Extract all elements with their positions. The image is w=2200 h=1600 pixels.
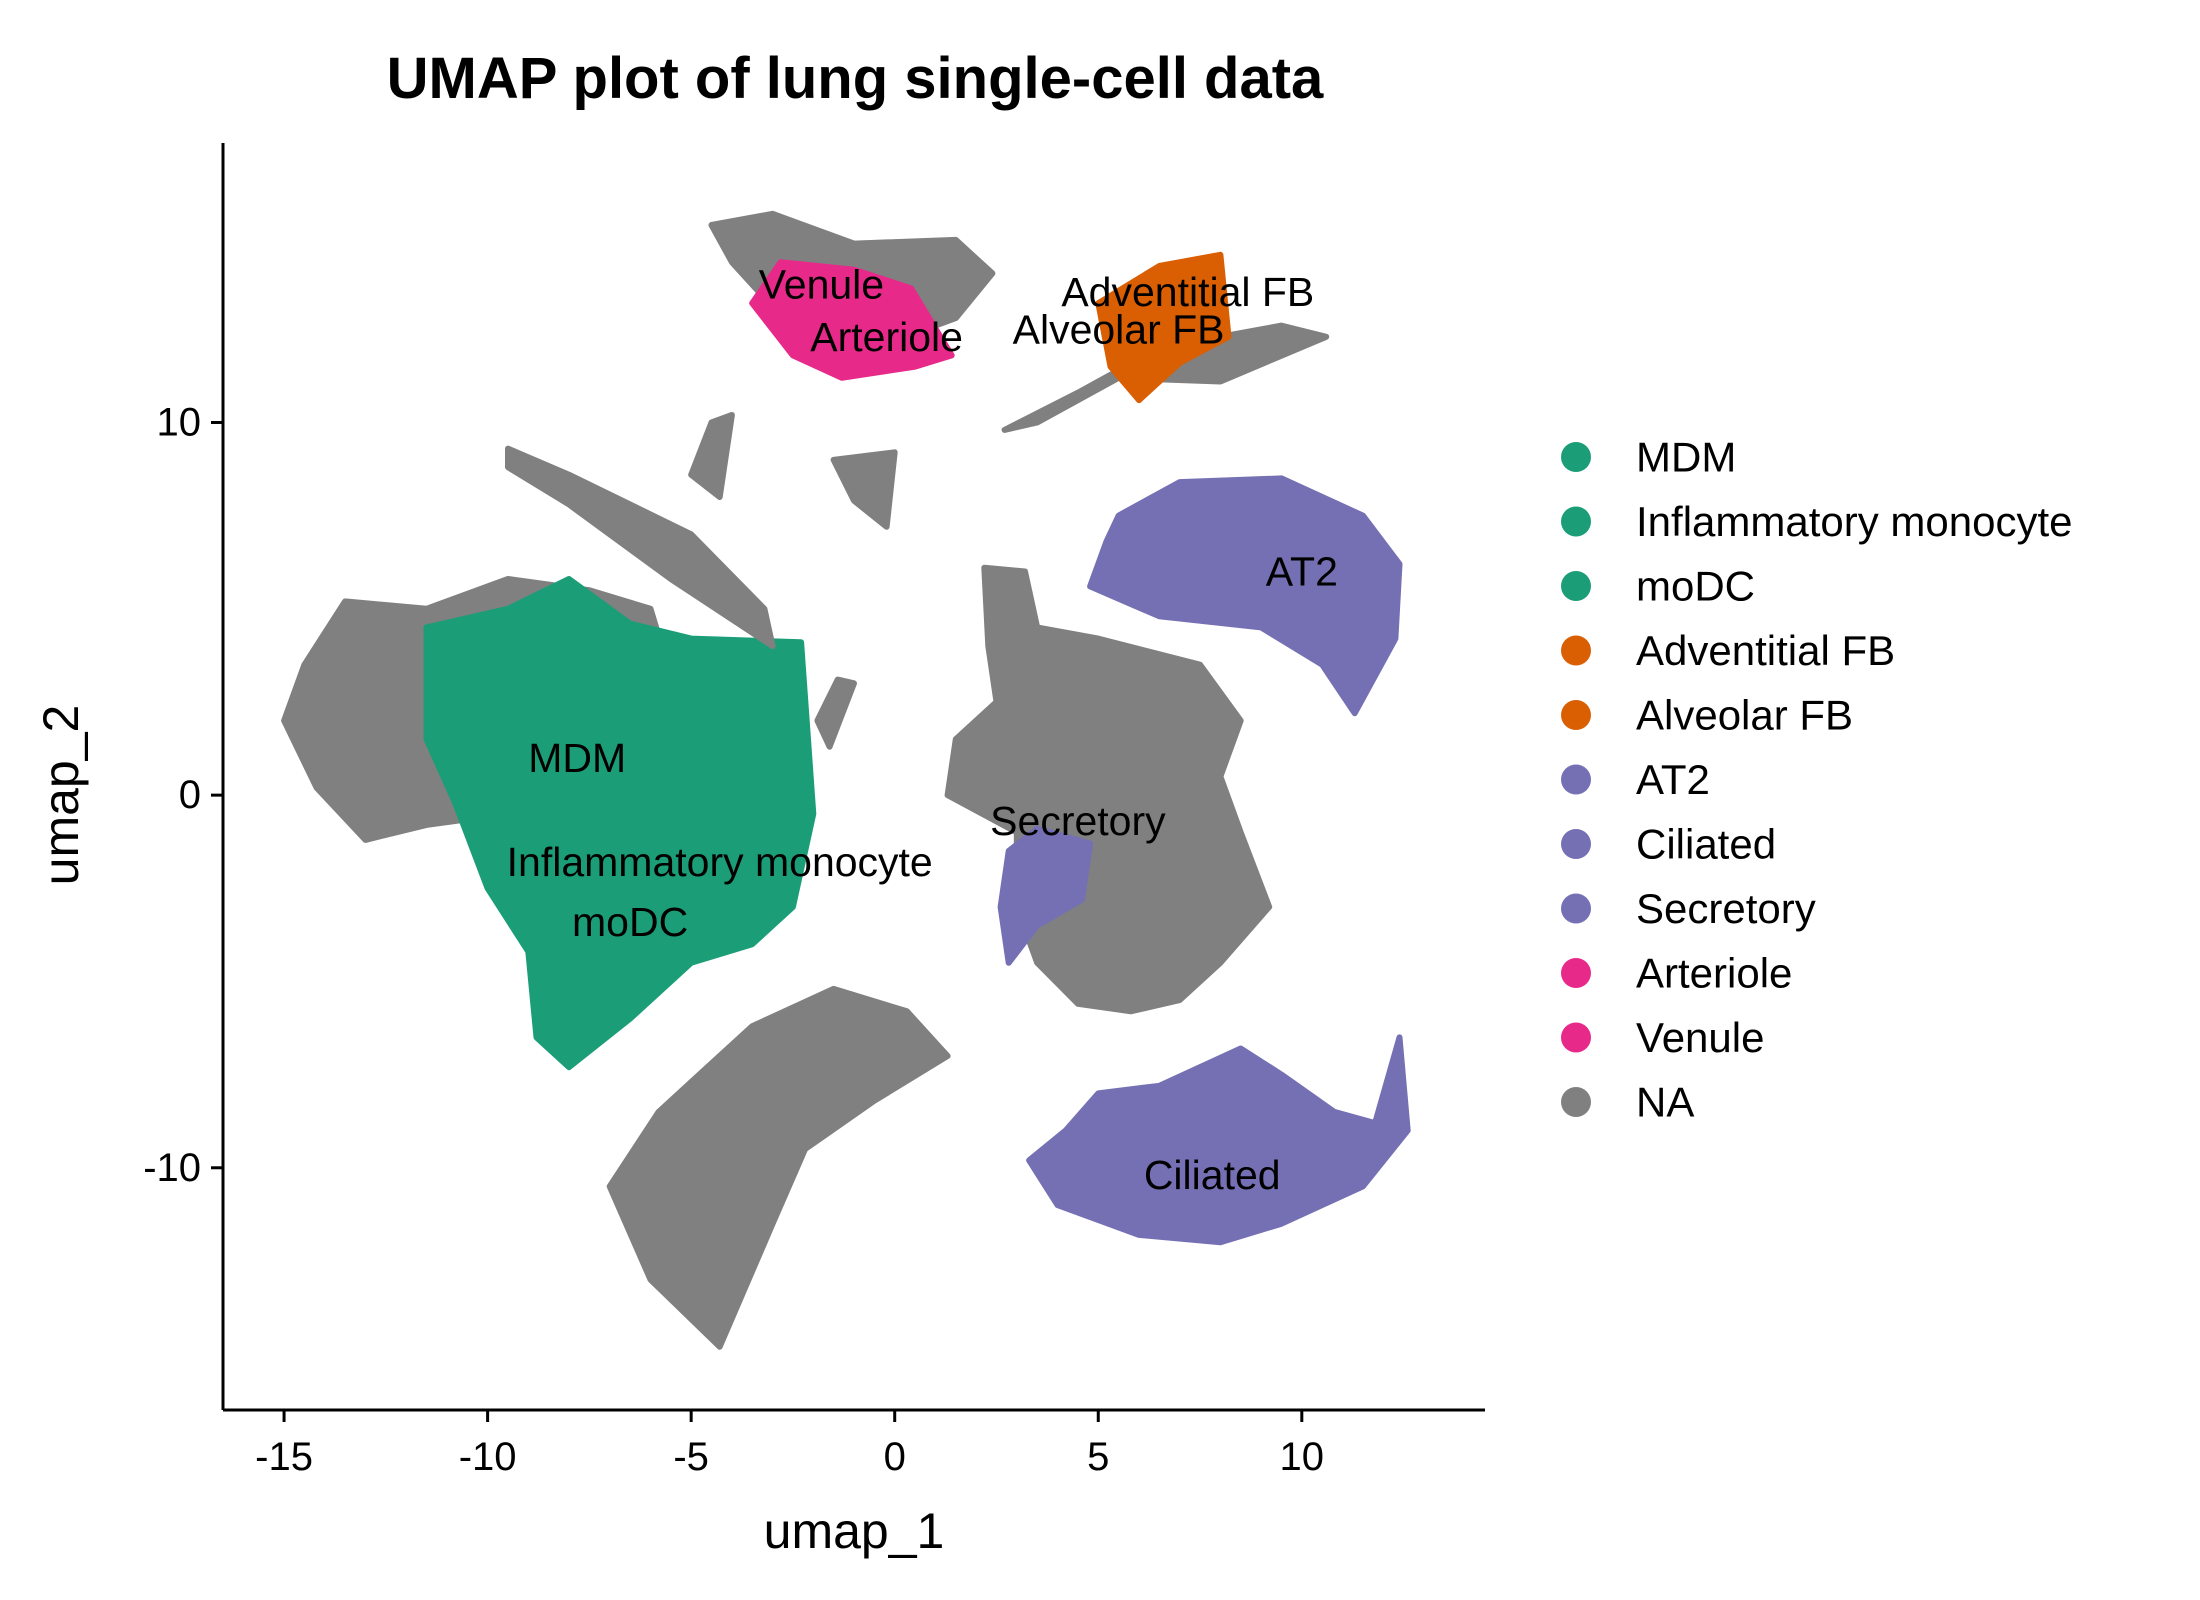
cluster-region-mdm	[423, 576, 817, 1071]
legend-label-modc: moDC	[1636, 563, 1755, 610]
legend-swatch-alveolar-fb	[1561, 700, 1591, 730]
cluster-label-modc: moDC	[572, 899, 688, 945]
legend-swatch-venule	[1561, 1022, 1591, 1053]
cluster-region-na	[944, 564, 1273, 1015]
cluster-label-secretory: Secretory	[990, 798, 1166, 844]
legend-label-adventitial-fb: Adventitial FB	[1636, 627, 1895, 674]
legend-label-secretory: Secretory	[1636, 885, 1816, 932]
legend-swatch-mdm	[1561, 442, 1591, 472]
legend-label-at2: AT2	[1636, 756, 1710, 803]
cluster-region-na	[830, 449, 898, 530]
cluster-label-inflammatory-monocyte: Inflammatory monocyte	[507, 839, 933, 885]
legend-label-alveolar-fb: Alveolar FB	[1636, 692, 1853, 739]
x-axis-ticks: -15 -10 -5 0 5 10	[255, 1410, 1324, 1479]
x-tick-label: 10	[1280, 1435, 1325, 1479]
cluster-region-at2	[1087, 475, 1403, 717]
legend-swatch-modc	[1561, 571, 1591, 601]
x-tick-label: -5	[673, 1435, 709, 1479]
legend-swatch-ciliated	[1561, 829, 1591, 859]
legend-swatch-adventitial-fb	[1561, 635, 1591, 666]
legend-label-arteriole: Arteriole	[1636, 950, 1792, 997]
cluster-label-at2: AT2	[1266, 549, 1338, 595]
cluster-region-na	[505, 445, 776, 650]
y-axis-title: umap_2	[33, 705, 89, 886]
legend-swatch-na	[1561, 1087, 1591, 1117]
cluster-regions	[281, 210, 1411, 1350]
cluster-region-secretory	[997, 825, 1094, 966]
cluster-label-ciliated: Ciliated	[1144, 1152, 1281, 1198]
cluster-label-adventitial-fb: Adventitial FB	[1061, 269, 1314, 315]
legend-label-inflammatory-monocyte: Inflammatory monocyte	[1636, 498, 2073, 545]
cluster-region-adventitial-fb	[1095, 251, 1232, 404]
legend-swatch-secretory	[1561, 893, 1591, 924]
legend-swatch-arteriole	[1561, 958, 1591, 988]
x-tick-label: 5	[1087, 1435, 1109, 1479]
y-tick-label: 0	[179, 773, 201, 817]
legend-label-venule: Venule	[1636, 1014, 1764, 1061]
y-tick-label: 10	[157, 400, 202, 444]
legend: MDM Inflammatory monocyte moDC Adventitial …	[1561, 434, 2073, 1126]
x-axis-title: umap_1	[764, 1503, 945, 1559]
cluster-region-na	[688, 412, 735, 500]
legend-swatch-at2	[1561, 764, 1591, 795]
legend-label-ciliated: Ciliated	[1636, 821, 1776, 868]
cluster-region-na	[814, 676, 857, 750]
legend-label-na: NA	[1636, 1079, 1694, 1126]
chart-title: UMAP plot of lung single-cell data	[387, 46, 1324, 111]
x-tick-label: -15	[255, 1435, 313, 1479]
legend-swatch-inflammatory-monocyte	[1561, 506, 1591, 537]
cluster-region-na	[606, 985, 951, 1350]
cluster-label-venule: Venule	[759, 262, 884, 308]
x-tick-label: -10	[459, 1435, 517, 1479]
cluster-region-venule	[749, 259, 955, 381]
y-axis-ticks: -10 0 10	[143, 400, 223, 1190]
y-tick-label: -10	[143, 1146, 201, 1190]
x-tick-label: 0	[884, 1435, 906, 1479]
cluster-label-alveolar-fb: Alveolar FB	[1013, 306, 1225, 352]
cluster-label-arteriole: Arteriole	[810, 314, 963, 360]
legend-label-mdm: MDM	[1636, 434, 1736, 481]
cluster-region-ciliated	[1026, 1034, 1411, 1246]
cluster-label-mdm: MDM	[528, 735, 626, 781]
